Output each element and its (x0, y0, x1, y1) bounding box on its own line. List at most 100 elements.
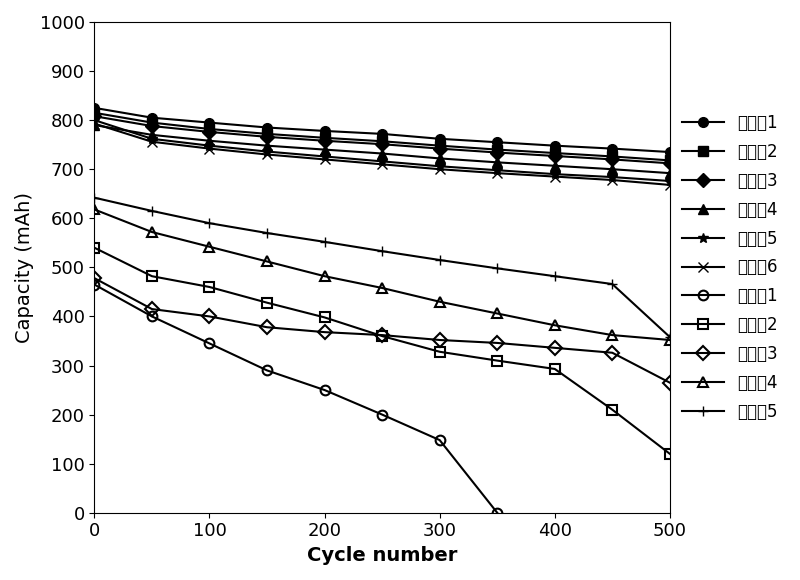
实施例5 (607, 173, 617, 180)
对比例3 (435, 336, 445, 343)
对比例2 (665, 450, 674, 457)
实施例3 (665, 160, 674, 167)
对比例5 (262, 230, 272, 237)
对比例5 (205, 220, 214, 227)
对比例2 (378, 332, 387, 339)
对比例3 (665, 379, 674, 386)
对比例1 (435, 437, 445, 444)
Line: 对比例2: 对比例2 (90, 243, 674, 459)
对比例3 (320, 329, 330, 336)
实施例4 (493, 159, 502, 166)
实施例5 (147, 135, 157, 142)
对比例3 (90, 275, 99, 282)
实施例1 (205, 119, 214, 126)
对比例5 (378, 248, 387, 255)
Line: 实施例4: 实施例4 (90, 120, 674, 178)
对比例2 (90, 244, 99, 251)
对比例3 (205, 313, 214, 320)
对比例4 (147, 229, 157, 235)
实施例4 (90, 122, 99, 129)
对比例4 (90, 206, 99, 213)
实施例5 (493, 166, 502, 173)
Line: 实施例2: 实施例2 (90, 108, 674, 165)
实施例5 (205, 142, 214, 149)
Line: 实施例1: 实施例1 (90, 103, 674, 157)
实施例6 (607, 176, 617, 183)
实施例6 (493, 170, 502, 177)
对比例3 (550, 345, 559, 351)
实施例6 (205, 145, 214, 152)
对比例4 (493, 310, 502, 317)
对比例5 (147, 208, 157, 215)
实施例4 (320, 146, 330, 153)
实施例4 (262, 142, 272, 149)
实施例2 (147, 119, 157, 126)
实施例4 (665, 170, 674, 177)
实施例2 (378, 138, 387, 145)
Line: 对比例1: 对比例1 (90, 280, 502, 517)
对比例1 (262, 367, 272, 374)
实施例1 (378, 130, 387, 137)
实施例2 (90, 109, 99, 116)
对比例2 (435, 348, 445, 355)
对比例3 (147, 306, 157, 313)
实施例6 (435, 166, 445, 173)
实施例4 (205, 137, 214, 144)
实施例6 (378, 161, 387, 168)
Line: 实施例5: 实施例5 (90, 115, 674, 186)
对比例5 (665, 334, 674, 340)
对比例1 (90, 281, 99, 288)
实施例6 (550, 173, 559, 180)
实施例2 (665, 157, 674, 164)
实施例1 (493, 139, 502, 146)
对比例2 (205, 284, 214, 291)
实施例3 (262, 133, 272, 140)
实施例6 (262, 151, 272, 158)
实施例1 (607, 145, 617, 152)
实施例1 (90, 104, 99, 111)
Line: 对比例5: 对比例5 (90, 193, 674, 342)
实施例6 (90, 120, 99, 127)
对比例2 (320, 314, 330, 321)
实施例2 (205, 125, 214, 132)
实施例5 (320, 153, 330, 160)
实施例5 (550, 171, 559, 177)
实施例4 (550, 162, 559, 169)
对比例5 (493, 265, 502, 272)
实施例3 (550, 153, 559, 160)
实施例3 (320, 137, 330, 144)
实施例2 (607, 153, 617, 160)
对比例3 (493, 339, 502, 346)
实施例3 (90, 113, 99, 119)
对比例2 (493, 357, 502, 364)
对比例4 (607, 332, 617, 339)
对比例3 (262, 324, 272, 331)
实施例3 (378, 141, 387, 148)
X-axis label: Cycle number: Cycle number (307, 546, 458, 565)
对比例4 (320, 273, 330, 280)
实施例5 (435, 163, 445, 170)
对比例1 (320, 386, 330, 393)
对比例4 (435, 298, 445, 305)
实施例4 (147, 132, 157, 139)
实施例3 (607, 156, 617, 163)
对比例5 (90, 194, 99, 201)
实施例3 (493, 149, 502, 156)
Line: 实施例3: 实施例3 (90, 111, 674, 168)
对比例5 (320, 238, 330, 245)
对比例3 (607, 349, 617, 356)
实施例6 (320, 156, 330, 163)
实施例3 (435, 145, 445, 152)
对比例4 (550, 322, 559, 329)
实施例5 (90, 117, 99, 124)
实施例5 (378, 158, 387, 165)
对比例4 (378, 285, 387, 292)
实施例2 (550, 150, 559, 157)
实施例1 (435, 135, 445, 142)
对比例3 (378, 332, 387, 339)
对比例5 (550, 273, 559, 280)
对比例4 (205, 243, 214, 250)
对比例2 (550, 365, 559, 372)
实施例2 (262, 130, 272, 137)
对比例4 (262, 258, 272, 265)
